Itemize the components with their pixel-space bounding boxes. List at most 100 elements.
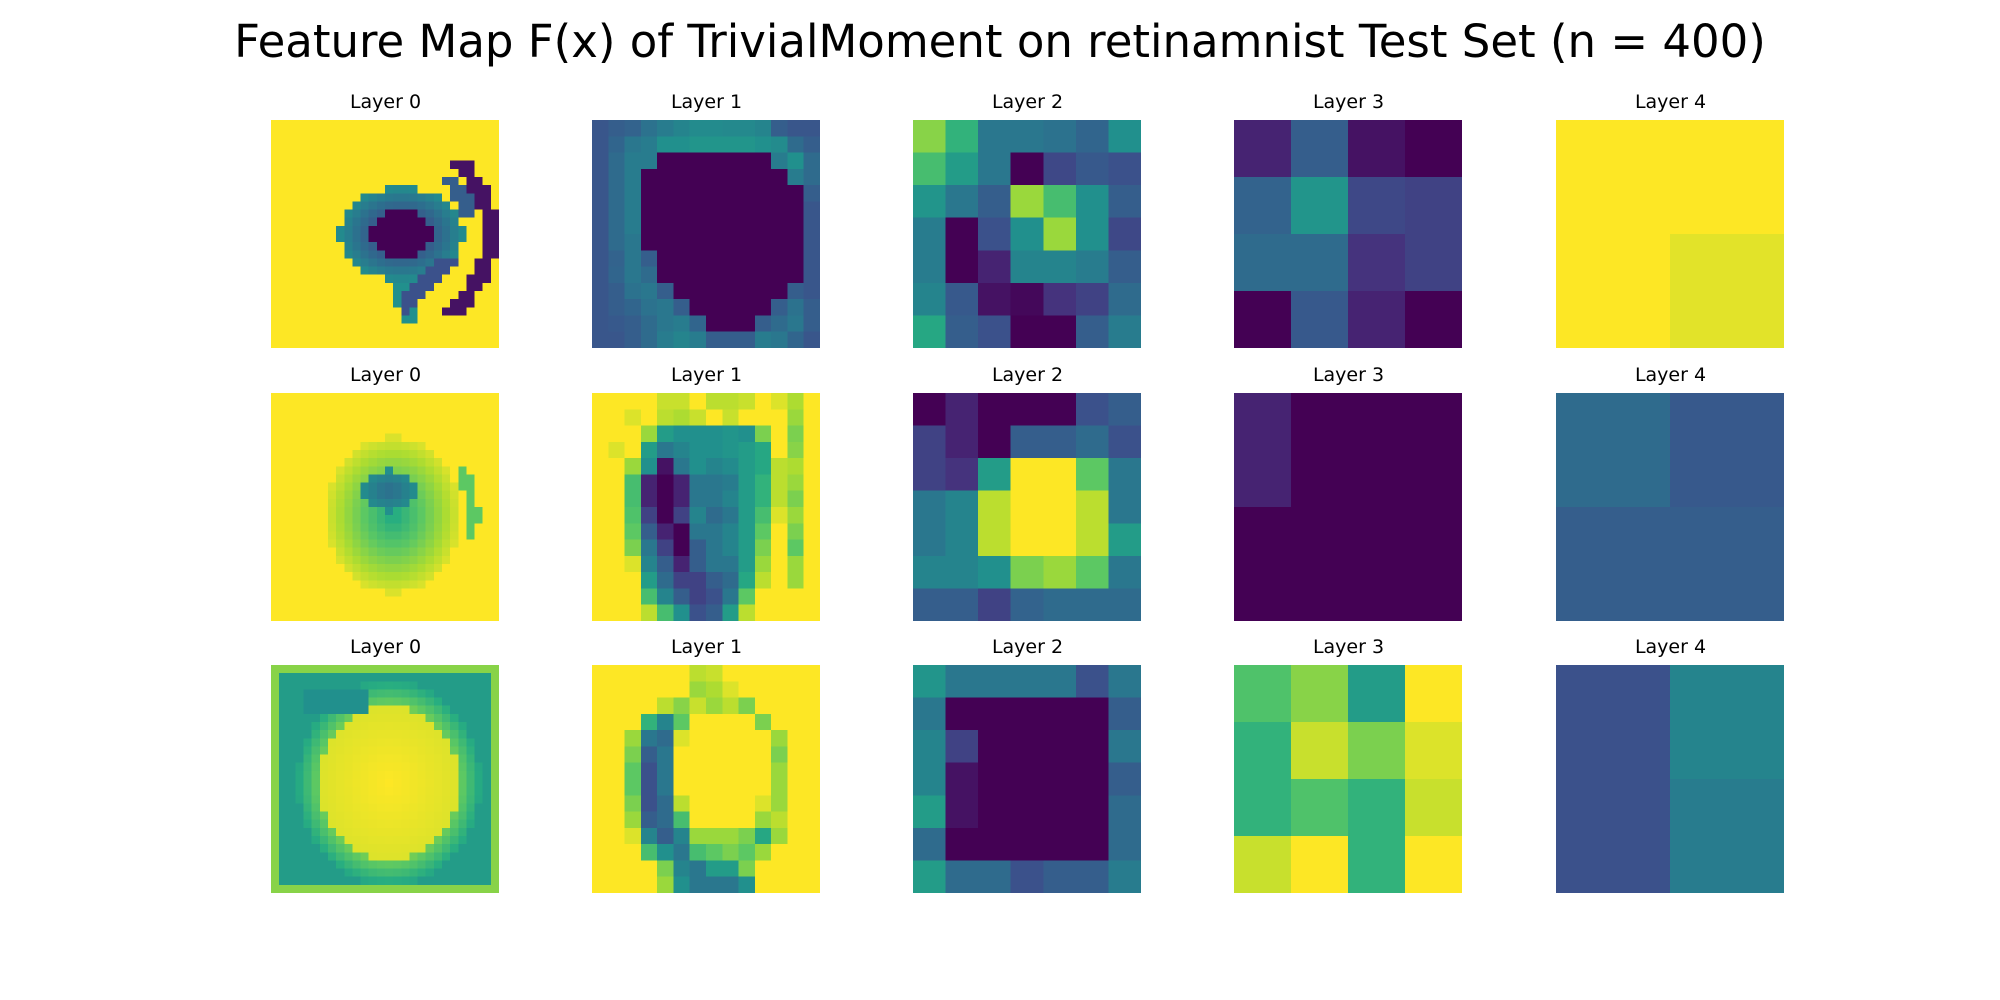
heatmap-cell	[271, 258, 280, 267]
heatmap-cell	[787, 120, 805, 137]
heatmap-cell	[803, 315, 820, 333]
heatmap-cell	[450, 323, 459, 332]
heatmap-cell	[368, 803, 378, 812]
heatmap-cell	[344, 323, 353, 332]
heatmap-cell	[376, 490, 386, 500]
heatmap-cell	[409, 498, 418, 508]
heatmap-cell	[433, 168, 443, 178]
heatmap-cell	[722, 250, 739, 267]
heatmap-cell	[287, 401, 296, 410]
heatmap-cell	[279, 795, 288, 804]
heatmap-cell	[385, 705, 394, 715]
heatmap-cell	[945, 490, 979, 524]
heatmap-cell	[1348, 177, 1407, 236]
heatmap-cell	[978, 458, 1012, 492]
heatmap-cell	[1670, 665, 1784, 782]
heatmap-cell	[328, 795, 337, 804]
heatmap-cell	[271, 746, 280, 755]
heatmap-cell	[592, 331, 609, 348]
heatmap-cell	[458, 803, 467, 812]
heatmap-cell	[466, 884, 475, 893]
heatmap-cell	[657, 409, 674, 426]
heatmap-cell	[303, 722, 312, 731]
heatmap-cell	[295, 507, 304, 516]
heatmap-cell	[442, 697, 451, 706]
heatmap-cell	[417, 282, 426, 292]
heatmap-cell	[425, 450, 435, 459]
heatmap-cell	[1348, 507, 1407, 566]
heatmap-cell	[368, 507, 378, 516]
heatmap-image	[592, 120, 820, 348]
heatmap-cell	[450, 498, 459, 508]
heatmap-cell	[352, 339, 361, 348]
heatmap-cell	[474, 433, 483, 443]
heatmap-cell	[458, 730, 467, 739]
heatmap-cell	[787, 860, 805, 878]
heatmap-cell	[1670, 507, 1784, 621]
heatmap-cell	[466, 258, 475, 267]
heatmap-cell	[787, 713, 805, 731]
heatmap-cell	[311, 282, 321, 292]
heatmap-cell	[482, 152, 492, 161]
heatmap-cell	[450, 762, 459, 772]
heatmap-cell	[945, 665, 979, 699]
heatmap-cell	[385, 258, 394, 267]
heatmap-cell	[1010, 185, 1044, 219]
heatmap-cell	[1405, 564, 1462, 621]
heatmap-cell	[474, 547, 483, 557]
heatmap-cell	[442, 547, 451, 557]
heatmap-cell	[433, 242, 443, 251]
heatmap-cell	[336, 209, 345, 218]
heatmap-cell	[771, 555, 788, 573]
heatmap-cell	[490, 762, 499, 772]
heatmap-cell	[336, 868, 345, 877]
heatmap-cell	[450, 580, 459, 589]
heatmap-cell	[458, 425, 467, 434]
heatmap-cell	[352, 282, 361, 292]
heatmap-cell	[376, 697, 386, 706]
heatmap-cell	[401, 291, 410, 300]
heatmap-cell	[287, 250, 296, 259]
heatmap-cell	[482, 498, 492, 508]
heatmap-cell	[466, 291, 475, 300]
heatmap-cell	[657, 539, 674, 557]
heatmap-cell	[433, 498, 443, 508]
heatmap-cell	[425, 144, 435, 153]
heatmap-cell	[401, 185, 410, 194]
heatmap-cell	[657, 811, 674, 829]
heatmap-cell	[1108, 152, 1141, 186]
heatmap-cell	[279, 152, 288, 161]
heatmap-cell	[640, 746, 658, 764]
heatmap-cell	[458, 762, 467, 772]
heatmap-cell	[673, 795, 691, 812]
heatmap-cell	[368, 136, 378, 145]
heatmap-cell	[1108, 523, 1141, 557]
heatmap-cell	[417, 515, 426, 524]
heatmap-cell	[295, 604, 304, 614]
heatmap-cell	[706, 393, 723, 410]
heatmap-cell	[303, 323, 312, 332]
heatmap-cell	[425, 331, 435, 341]
heatmap-cell	[425, 458, 435, 467]
heatmap-cell	[417, 697, 426, 706]
heatmap-cell	[409, 507, 418, 516]
heatmap-cell	[458, 580, 467, 589]
heatmap-cell	[271, 299, 280, 308]
heatmap-cell	[401, 604, 410, 614]
heatmap-cell	[787, 152, 805, 170]
heatmap-cell	[295, 152, 304, 161]
heatmap-cell	[393, 136, 402, 145]
heatmap-cell	[385, 604, 394, 614]
heatmap-cell	[417, 507, 426, 516]
heatmap-cell	[279, 572, 288, 581]
heatmap-cell	[287, 266, 296, 275]
heatmap-cell	[295, 498, 304, 508]
heatmap-cell	[336, 266, 345, 275]
heatmap-cell	[279, 258, 288, 267]
heatmap-cell	[738, 458, 756, 475]
heatmap-cell	[417, 746, 426, 755]
heatmap-cell	[344, 433, 353, 443]
heatmap-cell	[417, 852, 426, 861]
heatmap-cell	[328, 572, 337, 581]
heatmap-cell	[303, 746, 312, 755]
